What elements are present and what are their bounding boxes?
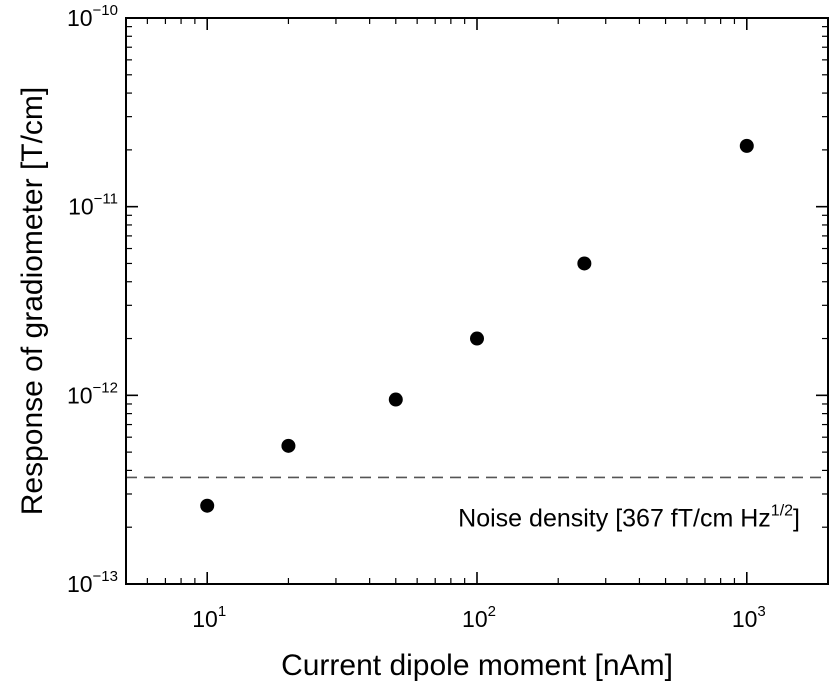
y-axis-label: Response of gradiometer [T/cm] bbox=[16, 87, 49, 516]
data-point bbox=[577, 256, 592, 271]
y-tick-label: 10−13 bbox=[67, 568, 118, 597]
data-point bbox=[739, 138, 754, 153]
y-tick-labels: 10−13 10−12 10−11 10−10 bbox=[67, 2, 118, 597]
y-tick-label: 10−10 bbox=[67, 2, 118, 31]
data-point bbox=[388, 392, 403, 407]
plot-frame bbox=[125, 17, 829, 585]
y-tick-label: 10−11 bbox=[68, 191, 118, 220]
major-ticks bbox=[126, 17, 828, 585]
x-tick-label: 101 bbox=[192, 603, 226, 632]
x-tick-label: 103 bbox=[732, 603, 766, 632]
data-point bbox=[470, 331, 484, 346]
data-points bbox=[200, 138, 754, 513]
x-axis-label: Current dipole moment [nAm] bbox=[281, 649, 673, 682]
minor-ticks bbox=[126, 18, 828, 584]
x-tick-labels: 101 102 103 bbox=[192, 603, 766, 632]
y-tick-label: 10−12 bbox=[67, 379, 118, 408]
x-tick-label: 102 bbox=[462, 603, 496, 632]
noise-density-label: Noise density [367 fT/cm Hz1/2] bbox=[458, 502, 800, 532]
data-point bbox=[281, 438, 296, 453]
data-point bbox=[200, 498, 215, 513]
